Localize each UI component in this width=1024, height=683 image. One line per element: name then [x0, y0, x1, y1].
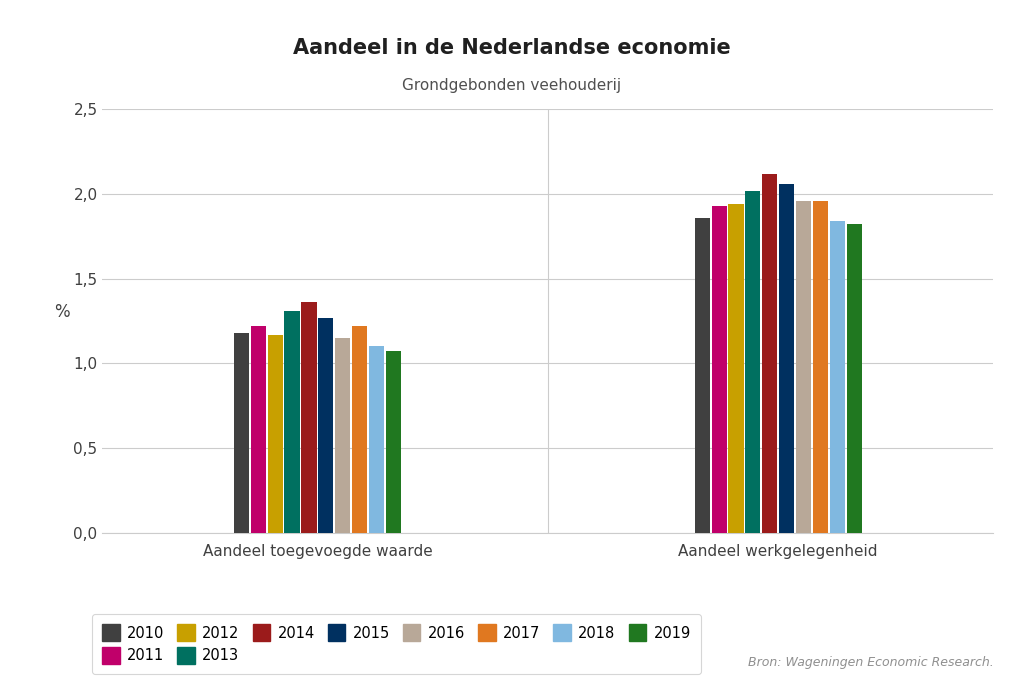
Bar: [745, 191, 761, 533]
Bar: [847, 225, 862, 533]
Bar: [712, 206, 727, 533]
Bar: [796, 201, 811, 533]
Text: Aandeel in de Nederlandse economie: Aandeel in de Nederlandse economie: [293, 38, 731, 58]
Bar: [694, 218, 710, 533]
Bar: [369, 346, 384, 533]
Bar: [301, 303, 316, 533]
Bar: [762, 173, 777, 533]
Legend: 2010, 2011, 2012, 2013, 2014, 2015, 2016, 2017, 2018, 2019: 2010, 2011, 2012, 2013, 2014, 2015, 2016…: [92, 614, 700, 674]
Bar: [251, 326, 266, 533]
Bar: [779, 184, 795, 533]
Bar: [318, 318, 334, 533]
Bar: [267, 335, 283, 533]
Bar: [386, 352, 401, 533]
Y-axis label: %: %: [54, 303, 70, 321]
Bar: [335, 338, 350, 533]
Bar: [233, 333, 249, 533]
Bar: [728, 204, 743, 533]
Bar: [352, 326, 368, 533]
Bar: [285, 311, 300, 533]
Text: Bron: Wageningen Economic Research.: Bron: Wageningen Economic Research.: [748, 656, 993, 669]
Text: Grondgebonden veehouderij: Grondgebonden veehouderij: [402, 78, 622, 93]
Bar: [813, 201, 828, 533]
Bar: [829, 221, 845, 533]
